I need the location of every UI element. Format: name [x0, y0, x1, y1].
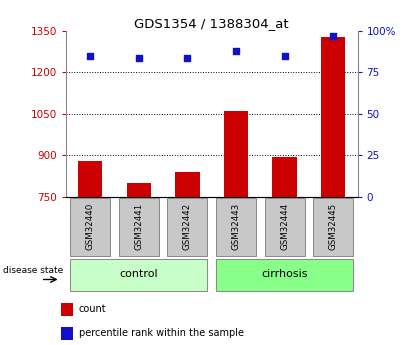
FancyBboxPatch shape: [70, 259, 207, 292]
Text: percentile rank within the sample: percentile rank within the sample: [79, 328, 243, 338]
Bar: [61, 327, 73, 340]
Bar: [224, 111, 248, 197]
FancyBboxPatch shape: [216, 198, 256, 256]
FancyBboxPatch shape: [313, 198, 353, 256]
FancyBboxPatch shape: [265, 198, 305, 256]
Text: GSM32440: GSM32440: [85, 203, 95, 250]
Bar: [272, 157, 297, 197]
FancyBboxPatch shape: [167, 198, 207, 256]
Text: GSM32441: GSM32441: [134, 203, 143, 250]
Bar: [321, 37, 345, 197]
Point: [330, 33, 337, 39]
Text: cirrhosis: cirrhosis: [261, 269, 308, 279]
Text: GSM32444: GSM32444: [280, 203, 289, 250]
Bar: [78, 161, 102, 197]
Text: count: count: [79, 304, 106, 314]
Bar: [61, 303, 73, 316]
Text: control: control: [120, 269, 158, 279]
Point: [233, 48, 239, 54]
Text: disease state: disease state: [2, 266, 63, 275]
Point: [281, 53, 288, 59]
Point: [136, 55, 142, 60]
FancyBboxPatch shape: [70, 198, 110, 256]
Text: GSM32445: GSM32445: [329, 203, 338, 250]
Bar: [127, 183, 151, 197]
Text: GSM32443: GSM32443: [231, 203, 240, 250]
Point: [87, 53, 93, 59]
FancyBboxPatch shape: [119, 198, 159, 256]
FancyBboxPatch shape: [216, 259, 353, 292]
Title: GDS1354 / 1388304_at: GDS1354 / 1388304_at: [134, 17, 289, 30]
Text: GSM32442: GSM32442: [183, 203, 192, 250]
Bar: [175, 172, 199, 197]
Point: [184, 55, 191, 60]
